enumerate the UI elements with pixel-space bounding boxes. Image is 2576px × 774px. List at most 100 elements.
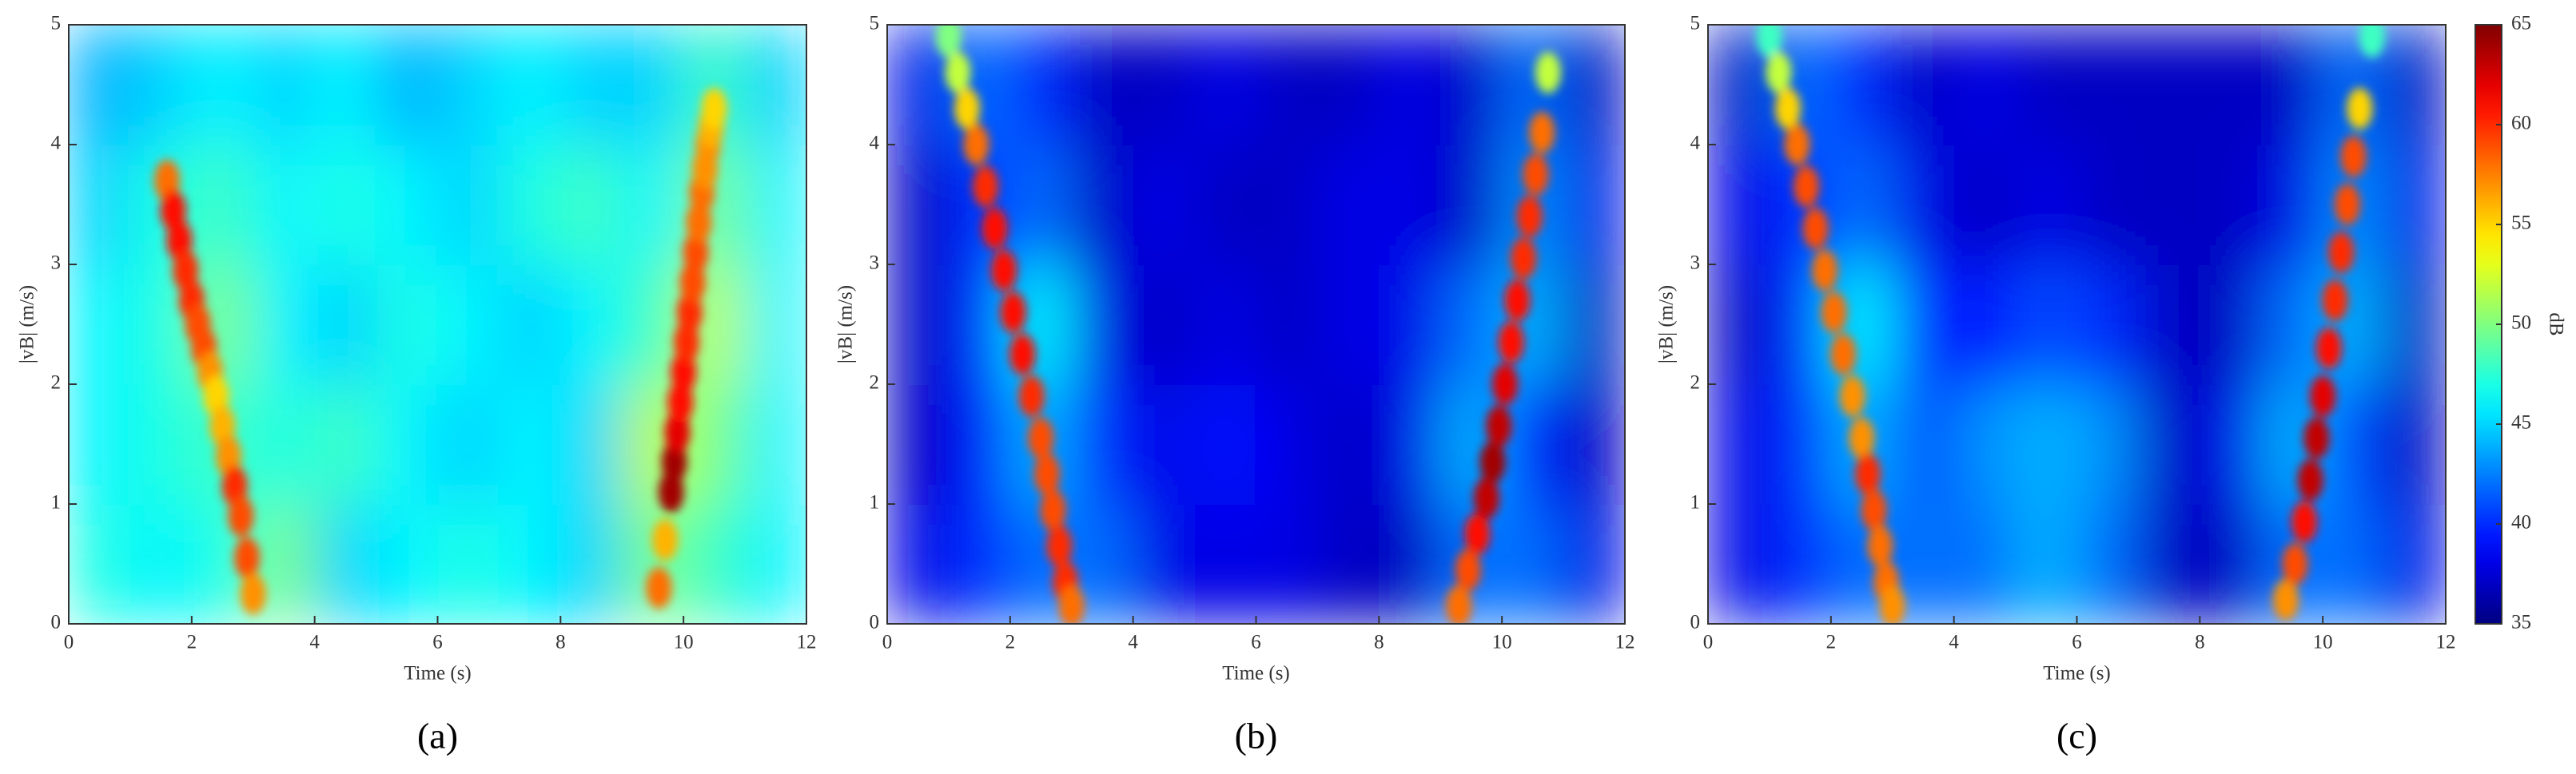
heatmap-cell [191, 145, 254, 265]
y-tick-label: 4 [1690, 133, 1701, 154]
x-tick-label: 8 [1374, 632, 1384, 653]
ridge-point [1446, 585, 1472, 624]
heatmap-cell [948, 384, 1011, 505]
ridge-point [1058, 585, 1085, 624]
heatmap-cell [2384, 145, 2446, 265]
heatmap-cell [1194, 264, 1257, 385]
ridge-point [2273, 579, 2299, 621]
heatmap-cell [1317, 145, 1380, 265]
heatmap-cell [1194, 145, 1257, 265]
ridge-point [1854, 453, 1881, 495]
heatmap-cell [376, 264, 439, 385]
heatmap-cell [1317, 264, 1380, 385]
heatmap-cell [1892, 264, 1955, 385]
heatmap-cell [314, 384, 377, 505]
x-tick-label: 6 [2072, 632, 2082, 653]
x-axis-label: Time (s) [404, 663, 472, 685]
heatmap-cell [1071, 384, 1134, 505]
ridge-point [2334, 184, 2360, 225]
heatmap-cell [2384, 25, 2446, 145]
ridge-point [2310, 375, 2336, 417]
heatmap-cell [1379, 145, 1442, 265]
x-tick-label: 8 [2195, 632, 2205, 653]
heatmap-cell [1071, 25, 1134, 145]
heatmap-cell [1009, 25, 1073, 145]
heatmap-cell [622, 145, 685, 265]
heatmap-cell [560, 145, 623, 265]
heatmap-cell [437, 504, 500, 624]
heatmap-cell [1133, 25, 1196, 145]
heatmap-cell [376, 504, 439, 624]
ridge-point [1849, 417, 1875, 459]
y-tick-label: 5 [51, 13, 62, 34]
heatmap-cell [2138, 384, 2201, 505]
heatmap-cell [1317, 504, 1380, 624]
heatmap-cell [1708, 264, 1770, 385]
ridge-point [1009, 333, 1036, 375]
y-axis-label: |vB| (m/s) [835, 285, 857, 363]
heatmap-cells [887, 25, 1625, 624]
heatmap-cell [1256, 504, 1319, 624]
heatmap [887, 25, 1625, 624]
ridge-point [228, 495, 254, 537]
ridge-point [2322, 280, 2348, 321]
heatmap-cell [1769, 384, 1832, 505]
ridge-point [1000, 292, 1026, 333]
heatmap-cell [376, 25, 439, 145]
colorbar-label: dB [2545, 312, 2566, 335]
heatmap-cells [1708, 25, 2446, 624]
x-tick-label: 2 [1826, 632, 1837, 653]
heatmap-cell [2138, 264, 2201, 385]
heatmap-cell [1708, 384, 1770, 505]
heatmap-cell [1892, 145, 1955, 265]
heatmap-cell [314, 145, 377, 265]
y-tick-label: 4 [51, 133, 62, 154]
heatmap-cell [622, 504, 685, 624]
heatmap-cell [1009, 145, 1073, 265]
ridge-point [2303, 417, 2330, 459]
x-tick-label: 2 [187, 632, 197, 653]
ridge-point [1498, 321, 1524, 363]
heatmap-cell [1440, 25, 1503, 145]
heatmap-cell [1563, 145, 1625, 265]
ridge-point [2347, 88, 2373, 129]
heatmap-cell [887, 504, 950, 624]
heatmap-cell [1502, 504, 1565, 624]
heatmap-cell [2138, 25, 2201, 145]
heatmap-cell [1830, 145, 1893, 265]
heatmap-cell [2076, 25, 2140, 145]
heatmap-cell [2384, 264, 2446, 385]
heatmap-cell [437, 384, 500, 505]
heatmap-cell [2015, 384, 2078, 505]
ridge-point [1802, 208, 1829, 249]
ridge-point [1033, 453, 1060, 495]
y-tick-label: 5 [1690, 13, 1701, 34]
ridge-point [1839, 375, 1865, 417]
heatmap-cell [1256, 25, 1319, 145]
x-tick-label: 0 [1703, 632, 1714, 653]
ridges [935, 25, 1561, 624]
heatmap-cell [1563, 25, 1625, 145]
heatmap-cell [2261, 145, 2324, 265]
ridge-point [2359, 25, 2385, 58]
y-tick-label: 1 [870, 492, 880, 514]
heatmap-cell [745, 384, 806, 505]
heatmap-cell [1563, 384, 1625, 505]
x-tick-label: 8 [555, 632, 566, 653]
heatmap-cell [1133, 145, 1196, 265]
heatmap-cell [2015, 25, 2078, 145]
y-axis-label: |vB| (m/s) [17, 285, 38, 363]
heatmap-cell [2384, 504, 2446, 624]
colorbar-tick-label: 65 [2511, 13, 2531, 34]
heatmap-cell [887, 145, 950, 265]
heatmap-cell [437, 145, 500, 265]
heatmap-cell [129, 504, 193, 624]
heatmap-cell [1892, 25, 1955, 145]
colorbar-tick-label: 45 [2511, 412, 2531, 434]
ridges [154, 88, 727, 615]
heatmap-cell [2076, 145, 2140, 265]
heatmap-cell [1502, 384, 1565, 505]
ridge-point [1473, 477, 1499, 519]
ridge-point [1018, 375, 1045, 417]
